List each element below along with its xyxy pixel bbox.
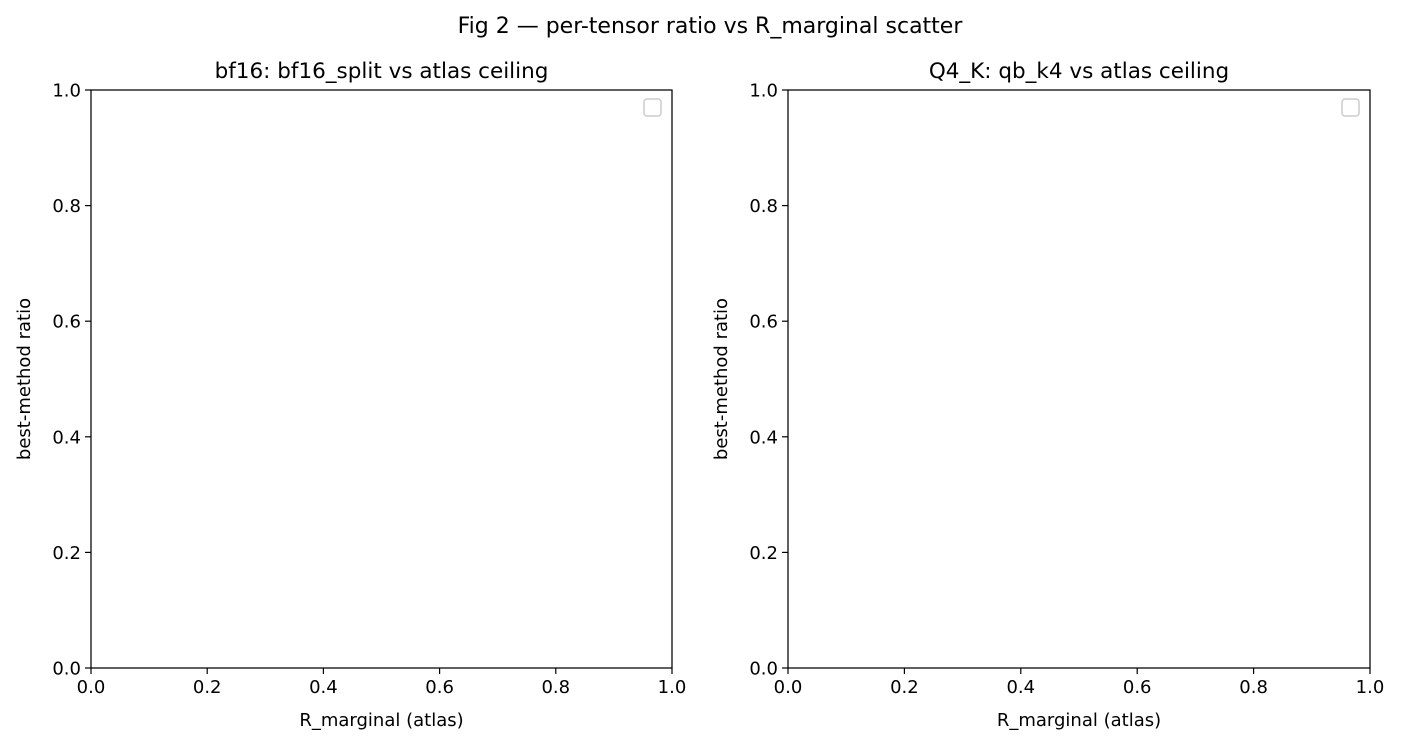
y-axis-label-1: best-method ratio: [14, 298, 35, 460]
y-tick-label-1-0: 0.0: [52, 659, 81, 680]
legend-box-2: [1341, 98, 1360, 117]
figure-suptitle: Fig 2 — per-tensor ratio vs R_marginal s…: [458, 14, 964, 39]
y-tick-label-2-3: 0.6: [749, 312, 778, 333]
axes-frame-1: [90, 89, 673, 669]
axes-1: 0.0 0.2 0.4 0.6 0.8 1.0 0.0 0.2 0.4 0.6 0.8 1.0 bf16…: [14, 59, 686, 731]
axes-title-2: Q4_K: qb_k4 vs atlas ceiling: [929, 59, 1229, 84]
x-tick-label-2-4: 0.8: [1239, 677, 1268, 698]
axes-2: 0.0 0.2 0.4 0.6 0.8 1.0 0.0 0.2 0.4 0.6 0.8 1.0 Q4_K…: [711, 59, 1384, 731]
y-tick-label-1-3: 0.6: [52, 312, 81, 333]
x-tick-label-1-4: 0.8: [541, 677, 570, 698]
plot-area-1: [91, 90, 672, 668]
y-tick-label-1-2: 0.4: [52, 427, 81, 448]
axes-frame-2: [787, 89, 1371, 669]
axes-title-1: bf16: bf16_split vs atlas ceiling: [215, 59, 549, 84]
x-tick-label-1-5: 1.0: [658, 677, 687, 698]
y-tick-label-2-4: 0.8: [749, 196, 778, 217]
x-tick-label-2-0: 0.0: [774, 677, 803, 698]
legend-box-1: [643, 98, 662, 117]
x-axis-label-1: R_marginal (atlas): [299, 710, 463, 731]
y-tick-label-2-2: 0.4: [749, 427, 778, 448]
y-tick-label-1-1: 0.2: [52, 543, 81, 564]
x-tick-label-1-3: 0.6: [425, 677, 454, 698]
x-tick-label-1-2: 0.4: [309, 677, 338, 698]
y-axis-label-2: best-method ratio: [711, 298, 732, 460]
x-tick-label-1-1: 0.2: [193, 677, 222, 698]
y-tick-label-2-1: 0.2: [749, 543, 778, 564]
x-tick-label-2-5: 1.0: [1356, 677, 1385, 698]
y-tick-label-1-4: 0.8: [52, 196, 81, 217]
y-tick-label-1-5: 1.0: [52, 81, 81, 102]
x-tick-label-2-1: 0.2: [890, 677, 919, 698]
x-axis-label-2: R_marginal (atlas): [997, 710, 1161, 731]
x-tick-label-1-0: 0.0: [77, 677, 106, 698]
y-tick-label-2-5: 1.0: [749, 81, 778, 102]
x-tick-label-2-3: 0.6: [1123, 677, 1152, 698]
y-tick-label-2-0: 0.0: [749, 659, 778, 680]
x-tick-label-2-2: 0.4: [1006, 677, 1035, 698]
plot-area-2: [788, 90, 1370, 668]
